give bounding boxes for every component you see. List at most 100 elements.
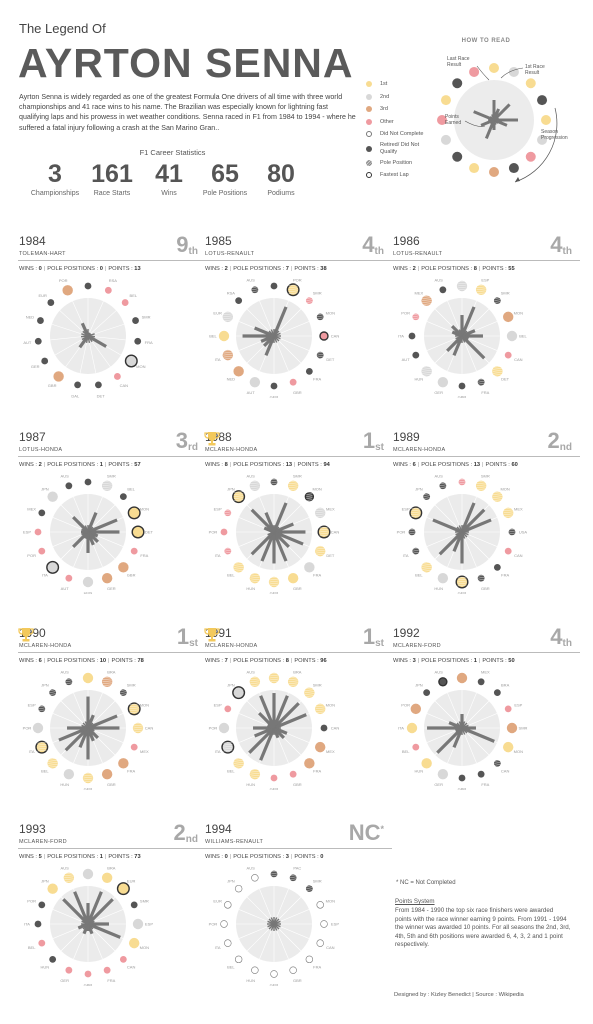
pole-hatch <box>304 695 315 697</box>
race-result-esp <box>34 528 42 536</box>
pole-hatch <box>317 319 324 322</box>
race-label-jpn: JPN <box>227 486 235 491</box>
race-label-mon: MON <box>140 702 149 707</box>
pole-hatch <box>423 495 430 497</box>
pole-hatch <box>458 484 466 487</box>
pole-hatch <box>315 511 325 514</box>
race-label-hun: HUN <box>246 782 255 787</box>
position-suffix: th <box>562 638 572 649</box>
race-result-mon <box>316 901 324 909</box>
season-summary: WINS : 5 | POLE POSITIONS : 1 | POINTS : 73 <box>19 854 141 860</box>
season-team: LOTUS-RENAULT <box>205 251 255 257</box>
summary-value-points: 78 <box>137 658 144 664</box>
pole-hatch <box>102 484 112 487</box>
race-label-ger: GER <box>270 787 279 790</box>
summary-separator: | <box>478 266 481 272</box>
pole-hatch <box>120 691 127 693</box>
summary-value-wins: 0 <box>38 266 42 272</box>
pole-hatch <box>315 549 325 552</box>
points-spoke-aus <box>84 721 89 729</box>
pole-hatch <box>133 726 143 729</box>
pole-hatch <box>306 883 313 885</box>
pole-hatch <box>102 678 112 681</box>
race-result-can <box>319 331 329 341</box>
pole-hatch <box>250 482 260 485</box>
pole-hatch <box>233 562 244 564</box>
stat-value: 161 <box>91 160 133 188</box>
position-number: 1 <box>176 624 190 649</box>
race-label-bel: BEL <box>41 769 49 774</box>
pole-hatch <box>476 480 486 483</box>
race-result-det <box>94 381 102 389</box>
example-node <box>469 66 480 77</box>
pole-hatch <box>457 578 467 581</box>
example-spoke <box>491 114 495 121</box>
race-result-gbr <box>289 770 297 778</box>
race-label-smr: SMR <box>481 474 490 478</box>
pole-hatch <box>288 284 298 287</box>
race-result-eur <box>47 299 55 306</box>
race-result-jpn <box>47 491 58 502</box>
season-panel-1987: 1987 LOTUS-HONDA 3rd WINS : 2 | POLE POSITION… <box>18 428 206 620</box>
pole-hatch <box>290 874 297 877</box>
season-team: LOTUS-HONDA <box>19 447 63 453</box>
position-suffix: st <box>375 442 384 453</box>
pole-hatch <box>38 707 45 710</box>
pole-hatch <box>83 776 93 779</box>
pole-hatch <box>492 495 503 497</box>
pole-hatch <box>421 570 432 572</box>
nc-footnote: * NC = Not Completed <box>396 880 456 886</box>
race-label-eur: EUR <box>213 898 222 903</box>
race-result-can <box>113 373 121 380</box>
legend-item-third: 3rd <box>366 103 425 116</box>
pole-hatch <box>306 887 313 889</box>
pole-hatch <box>37 745 47 748</box>
pole-hatch <box>47 766 58 768</box>
pole-hatch <box>224 509 231 512</box>
race-label-ger: GER <box>60 978 69 983</box>
summary-separator: | <box>43 658 46 664</box>
radial-chart: BRARSABELSMRFRAMONCANDETDALGBRGERAUTNEDE… <box>23 278 153 398</box>
season-team: MCLAREN-HONDA <box>205 643 258 649</box>
pole-hatch <box>421 372 432 374</box>
pole-hatch <box>250 678 260 681</box>
pole-hatch <box>503 507 513 510</box>
race-label-mex: MEX <box>140 749 149 754</box>
pole-hatch <box>492 491 503 493</box>
season-summary: WINS : 0 | POLE POSITIONS : 3 | POINTS : 0 <box>205 854 323 860</box>
season-summary: WINS : 3 | POLE POSITIONS : 1 | POINTS : 50 <box>393 658 515 664</box>
summary-label-wins: WINS : <box>393 266 413 272</box>
pole-hatch <box>250 580 260 583</box>
pole-hatch <box>315 703 325 706</box>
position-suffix: st <box>189 638 198 649</box>
race-result-por <box>32 722 44 734</box>
pole-hatch <box>306 303 313 305</box>
pole-hatch <box>411 509 421 512</box>
pole-hatch <box>38 711 45 714</box>
season-team: MCLAREN-HONDA <box>19 643 72 649</box>
stat-value: 80 <box>267 160 295 188</box>
example-spoke <box>473 110 495 122</box>
pole-hatch <box>288 488 298 491</box>
race-label-aus: AUS <box>435 670 444 674</box>
season-panel-1988: 1988 MCLAREN-HONDA 1st WINS : 8 | POLE POSITI… <box>204 428 392 620</box>
pole-hatch <box>224 515 231 518</box>
race-label-fra: FRA <box>145 340 153 345</box>
race-result-hun <box>63 768 75 780</box>
summary-value-wins: 5 <box>38 854 42 860</box>
summary-label-wins: WINS : <box>393 658 413 664</box>
position-number: 2 <box>547 428 560 453</box>
pole-hatch <box>317 351 324 354</box>
race-label-fra: FRA <box>107 978 115 983</box>
points-spoke-aus <box>270 329 275 337</box>
race-result-can <box>320 724 328 732</box>
points-spoke-bra <box>86 891 103 925</box>
season-year: 1986 <box>393 234 420 248</box>
points-spoke-hun <box>260 531 276 562</box>
pole-hatch <box>250 480 260 483</box>
pole-hatch <box>270 874 278 877</box>
race-result-gbr <box>287 572 299 584</box>
summary-label-poles: POLE POSITIONS : <box>47 462 100 468</box>
pole-hatch <box>315 507 325 510</box>
pole-hatch <box>319 534 329 537</box>
